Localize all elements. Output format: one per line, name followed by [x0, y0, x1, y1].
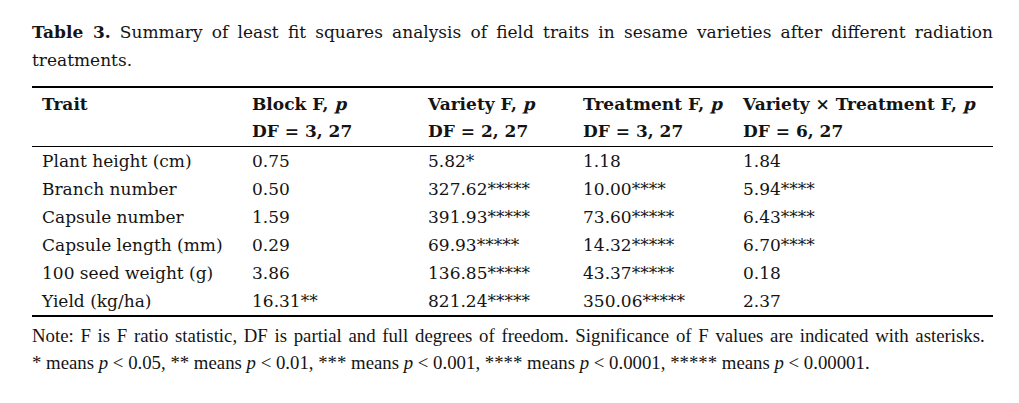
footnote-line: * means p < 0.05, ** means p < 0.01, ***… [32, 349, 1017, 376]
value-cell: 6.70**** [733, 231, 993, 259]
column-header: Trait [32, 87, 242, 147]
text-segment: Block F, [252, 94, 334, 114]
text-segment: < 0.0001, ***** means [589, 352, 774, 373]
italic-p: p [247, 352, 256, 373]
value-cell: 0.75 [242, 147, 418, 176]
value-cell: 43.37***** [573, 259, 733, 287]
column-title: Variety F, p [428, 91, 573, 118]
column-df: DF = 6, 27 [743, 118, 993, 145]
column-title: Block F, p [252, 91, 418, 118]
column-df: DF = 3, 27 [583, 118, 733, 145]
italic-p: p [710, 94, 722, 114]
text-segment: Treatment F, [583, 94, 710, 114]
column-title: Treatment F, p [583, 91, 733, 118]
column-header: Variety × Treatment F, pDF = 6, 27 [733, 87, 993, 147]
trait-cell: Capsule number [32, 203, 242, 231]
text-segment: Variety × Treatment F, [743, 94, 963, 114]
italic-p: p [580, 352, 589, 373]
trait-cell: Capsule length (mm) [32, 231, 242, 259]
table-row: Capsule length (mm)0.2969.93*****14.32**… [32, 231, 993, 259]
value-cell: 6.43**** [733, 203, 993, 231]
value-cell: 0.50 [242, 175, 418, 203]
italic-p: p [99, 352, 108, 373]
text-segment: < 0.01, *** means [256, 352, 404, 373]
value-cell: 14.32***** [573, 231, 733, 259]
italic-p: p [523, 94, 535, 114]
column-df: DF = 3, 27 [252, 118, 418, 145]
italic-p: p [334, 94, 346, 114]
value-cell: 350.06***** [573, 287, 733, 316]
trait-cell: Yield (kg/ha) [32, 287, 242, 316]
column-title: Trait [42, 91, 242, 118]
value-cell: 821.24***** [418, 287, 573, 316]
text-segment: < 0.00001. [784, 352, 870, 373]
value-cell: 391.93***** [418, 203, 573, 231]
text-segment: Trait [42, 94, 88, 114]
table-row: 100 seed weight (g)3.86136.85*****43.37*… [32, 259, 993, 287]
header-row: TraitBlock F, pDF = 3, 27Variety F, pDF … [32, 87, 993, 147]
value-cell: 136.85***** [418, 259, 573, 287]
text-segment: < 0.05, ** means [108, 352, 246, 373]
column-title: Variety × Treatment F, p [743, 91, 993, 118]
trait-cell: Branch number [32, 175, 242, 203]
table-caption: Table 3. Summary of least fit squares an… [32, 18, 993, 74]
caption-text: Summary of least fit squares analysis of… [32, 22, 993, 70]
column-header: Block F, pDF = 3, 27 [242, 87, 418, 147]
trait-cell: 100 seed weight (g) [32, 259, 242, 287]
value-cell: 327.62***** [418, 175, 573, 203]
italic-p: p [774, 352, 783, 373]
column-df: DF = 2, 27 [428, 118, 573, 145]
value-cell: 73.60***** [573, 203, 733, 231]
text-segment: < 0.001, **** means [413, 352, 580, 373]
value-cell: 10.00**** [573, 175, 733, 203]
value-cell: 5.94**** [733, 175, 993, 203]
italic-p: p [404, 352, 413, 373]
value-cell: 1.84 [733, 147, 993, 176]
value-cell: 3.86 [242, 259, 418, 287]
page: Table 3. Summary of least fit squares an… [0, 0, 1019, 376]
table-row: Plant height (cm)0.755.82*1.181.84 [32, 147, 993, 176]
value-cell: 16.31** [242, 287, 418, 316]
caption-label: Table 3. [32, 22, 111, 42]
column-header: Treatment F, pDF = 3, 27 [573, 87, 733, 147]
italic-p: p [963, 94, 975, 114]
note-line: Note: F is F ratio statistic, DF is part… [32, 322, 1017, 349]
value-cell: 5.82* [418, 147, 573, 176]
text-segment: Variety F, [428, 94, 523, 114]
value-cell: 0.18 [733, 259, 993, 287]
table-row: Capsule number1.59391.93*****73.60*****6… [32, 203, 993, 231]
value-cell: 1.18 [573, 147, 733, 176]
table-row: Branch number0.50327.62*****10.00****5.9… [32, 175, 993, 203]
value-cell: 0.29 [242, 231, 418, 259]
value-cell: 69.93***** [418, 231, 573, 259]
text-segment: * means [32, 352, 99, 373]
trait-cell: Plant height (cm) [32, 147, 242, 176]
value-cell: 1.59 [242, 203, 418, 231]
column-header: Variety F, pDF = 2, 27 [418, 87, 573, 147]
table-notes: Note: F is F ratio statistic, DF is part… [32, 322, 1017, 376]
value-cell: 2.37 [733, 287, 993, 316]
table-row: Yield (kg/ha)16.31**821.24*****350.06***… [32, 287, 993, 316]
data-table: TraitBlock F, pDF = 3, 27Variety F, pDF … [32, 86, 993, 317]
